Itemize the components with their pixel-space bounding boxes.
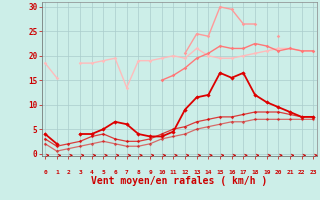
X-axis label: Vent moyen/en rafales ( km/h ): Vent moyen/en rafales ( km/h ) [91,176,267,186]
